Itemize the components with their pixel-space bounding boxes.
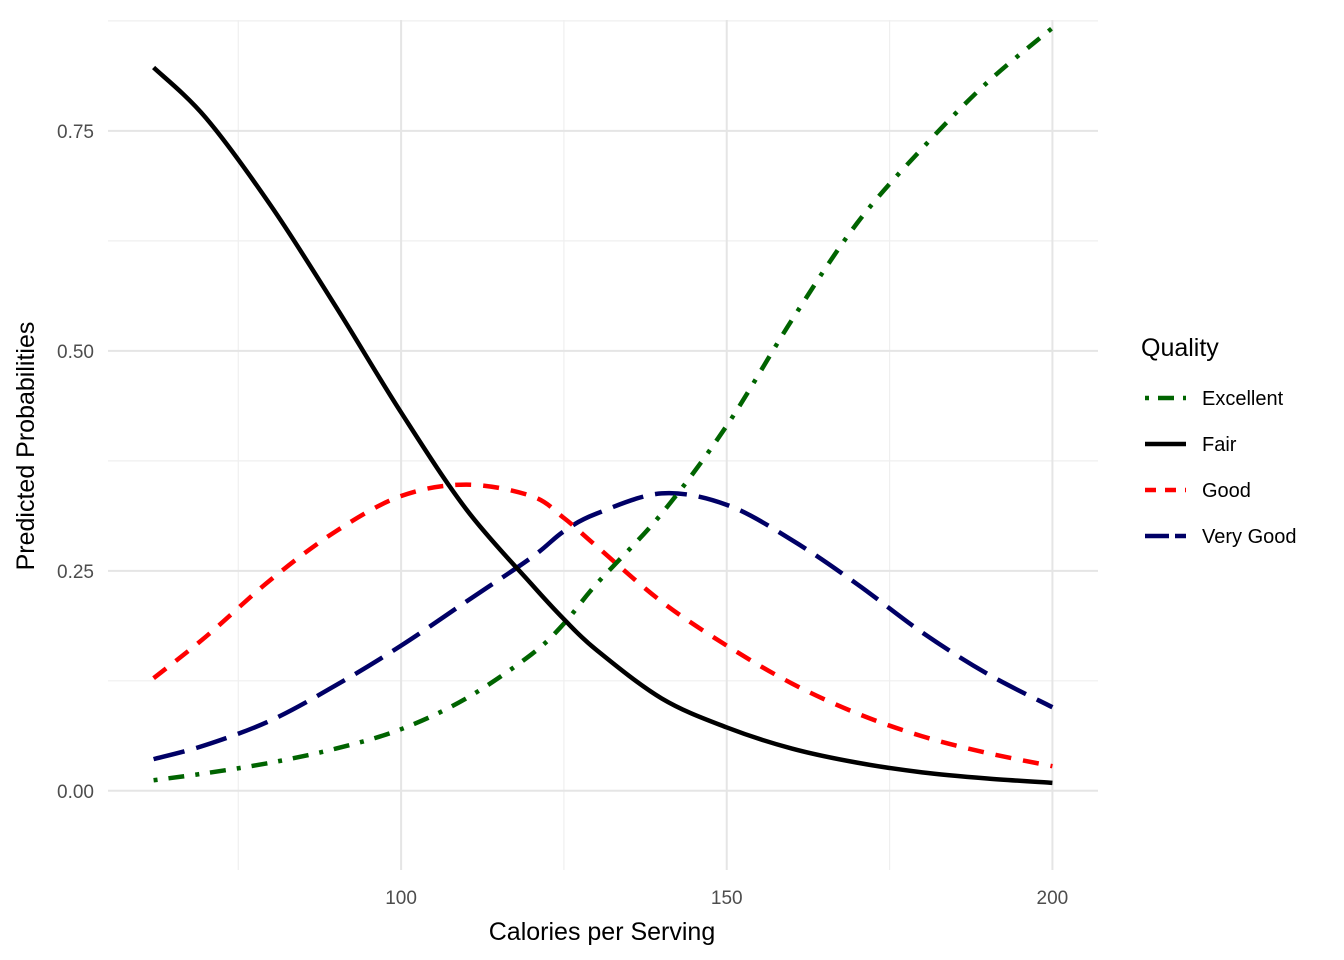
y-axis-title: Predicted Probabilities — [12, 322, 40, 571]
y-tick-label: 0.75 — [57, 122, 94, 143]
x-axis-title: Calories per Serving — [489, 918, 716, 946]
series-lines — [152, 26, 1054, 786]
y-tick-label: 0.50 — [57, 342, 94, 363]
y-tick-label: 0.00 — [57, 782, 94, 803]
y-tick-label: 0.25 — [57, 562, 94, 583]
x-axis-tick-labels: 100 150 200 — [385, 888, 1068, 909]
x-tick-label: 100 — [385, 888, 417, 909]
legend-label: Good — [1202, 480, 1251, 502]
legend-label: Fair — [1202, 434, 1237, 456]
minor-gridlines — [108, 20, 1098, 870]
legend-label: Very Good — [1202, 526, 1297, 548]
major-gridlines — [108, 20, 1098, 870]
legend-items: Excellent Fair Good Very Good — [1145, 388, 1297, 548]
legend-title: Quality — [1141, 334, 1219, 362]
legend: Quality Excellent Fair Good Very Good — [1141, 334, 1297, 548]
series-line-good — [152, 482, 1053, 769]
x-tick-label: 200 — [1037, 888, 1069, 909]
legend-label: Excellent — [1202, 388, 1284, 410]
series-line-fair — [152, 65, 1053, 786]
series-line-very-good — [153, 490, 1054, 762]
series-line-excellent — [153, 26, 1054, 783]
x-tick-label: 150 — [711, 888, 743, 909]
y-axis-tick-labels: 0.00 0.25 0.50 0.75 — [57, 122, 94, 803]
